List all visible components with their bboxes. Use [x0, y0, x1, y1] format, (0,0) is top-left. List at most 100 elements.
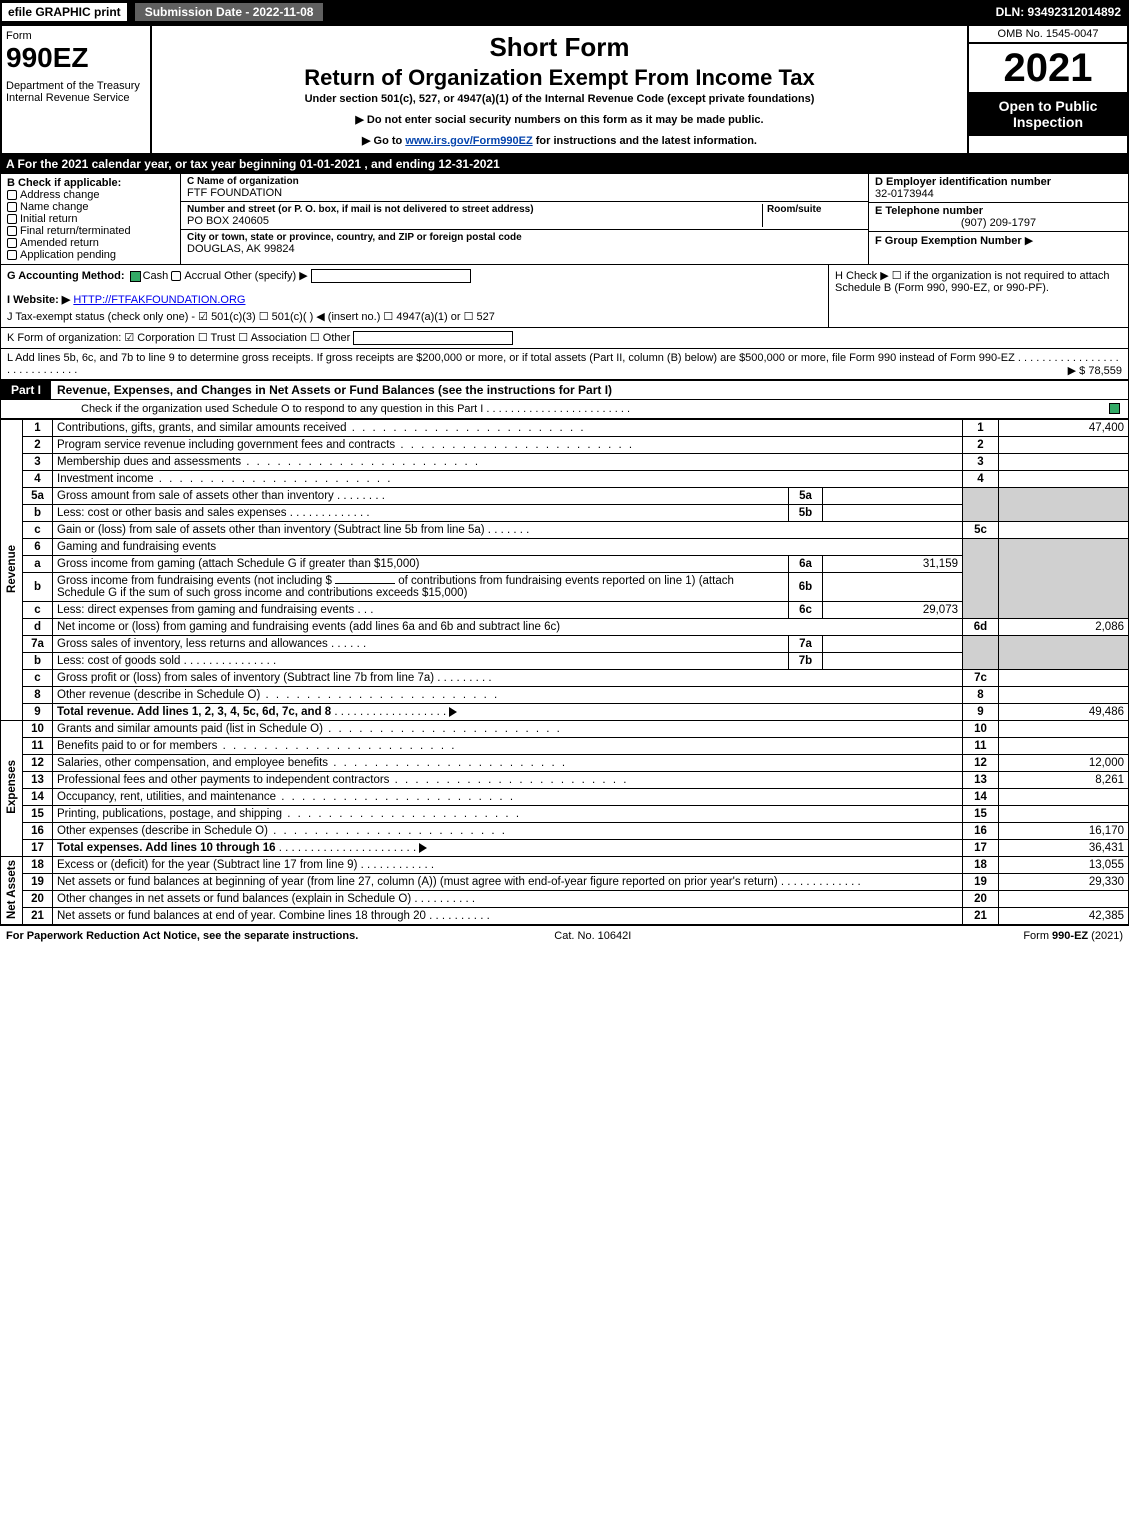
- n13: 13: [23, 772, 53, 789]
- t21: Net assets or fund balances at end of ye…: [53, 908, 963, 925]
- other-input[interactable]: [311, 269, 471, 283]
- t7a: Gross sales of inventory, less returns a…: [53, 636, 789, 653]
- gh-section: G Accounting Method: Cash Accrual Other …: [0, 265, 1129, 328]
- arrow-icon: [449, 707, 457, 717]
- k-other-input[interactable]: [353, 331, 513, 345]
- iv5a: [823, 488, 963, 505]
- d-lbl: D Employer identification number: [875, 176, 1122, 188]
- chk-final[interactable]: [7, 226, 17, 236]
- org-city: DOUGLAS, AK 99824: [187, 243, 862, 255]
- chk-amended[interactable]: [7, 238, 17, 248]
- chk-cash[interactable]: [130, 271, 141, 282]
- form-header: Form 990EZ Department of the Treasury In…: [0, 24, 1129, 155]
- t2: Program service revenue including govern…: [53, 437, 963, 454]
- ib7b: 7b: [789, 653, 823, 670]
- b14: 14: [963, 789, 999, 806]
- t16: Other expenses (describe in Schedule O): [53, 823, 963, 840]
- t15: Printing, publications, postage, and shi…: [53, 806, 963, 823]
- n7c: c: [23, 670, 53, 687]
- t12: Salaries, other compensation, and employ…: [53, 755, 963, 772]
- t20: Other changes in net assets or fund bala…: [53, 891, 963, 908]
- website-link[interactable]: HTTP://FTFAKFOUNDATION.ORG: [73, 294, 245, 306]
- part1-check: Check if the organization used Schedule …: [0, 400, 1129, 419]
- opt-address: Address change: [20, 189, 100, 201]
- t13: Professional fees and other payments to …: [53, 772, 963, 789]
- n6a: a: [23, 556, 53, 573]
- a9: 49,486: [999, 704, 1129, 721]
- iv6b: [823, 573, 963, 602]
- irs-link[interactable]: www.irs.gov/Form990EZ: [405, 135, 532, 147]
- efile-print-button[interactable]: efile GRAPHIC print: [0, 1, 129, 23]
- f-arrow: ▶: [1025, 235, 1033, 247]
- opt-amended: Amended return: [20, 237, 99, 249]
- room-lbl: Room/suite: [767, 204, 862, 215]
- ib6a: 6a: [789, 556, 823, 573]
- page-footer: For Paperwork Reduction Act Notice, see …: [0, 925, 1129, 946]
- e-lbl: E Telephone number: [875, 205, 1122, 217]
- t6b: Gross income from fundraising events (no…: [53, 573, 789, 602]
- n12: 12: [23, 755, 53, 772]
- a1: 47,400: [999, 420, 1129, 437]
- l-text: L Add lines 5b, 6c, and 7b to line 9 to …: [7, 352, 1015, 364]
- opt-initial: Initial return: [20, 213, 77, 225]
- i-lbl: I Website: ▶: [7, 294, 70, 306]
- chk-address[interactable]: [7, 190, 17, 200]
- b6d: 6d: [963, 619, 999, 636]
- submission-date: Submission Date - 2022-11-08: [133, 1, 326, 23]
- shade5: [963, 488, 999, 522]
- iv6a: 31,159: [823, 556, 963, 573]
- t17: Total expenses. Add lines 10 through 16 …: [53, 840, 963, 857]
- iv5b: [823, 505, 963, 522]
- b2: 2: [963, 437, 999, 454]
- n2: 2: [23, 437, 53, 454]
- t6a: Gross income from gaming (attach Schedul…: [53, 556, 789, 573]
- t6d: Net income or (loss) from gaming and fun…: [53, 619, 963, 636]
- city-lbl: City or town, state or province, country…: [187, 232, 862, 243]
- n10: 10: [23, 721, 53, 738]
- dln: DLN: 93492312014892: [988, 3, 1129, 21]
- a10: [999, 721, 1129, 738]
- t18: Excess or (deficit) for the year (Subtra…: [53, 857, 963, 874]
- sub2: ▶ Go to www.irs.gov/Form990EZ for instru…: [158, 134, 961, 147]
- a7c: [999, 670, 1129, 687]
- a11: [999, 738, 1129, 755]
- t6: Gaming and fundraising events: [53, 539, 963, 556]
- h-box: H Check ▶ ☐ if the organization is not r…: [828, 265, 1128, 327]
- shade5a: [999, 488, 1129, 522]
- n6d: d: [23, 619, 53, 636]
- opt-final: Final return/terminated: [20, 225, 131, 237]
- line-a: A For the 2021 calendar year, or tax yea…: [0, 155, 1129, 173]
- tax-year: 2021: [969, 44, 1127, 92]
- return-title: Return of Organization Exempt From Incom…: [158, 65, 961, 91]
- chk-name[interactable]: [7, 202, 17, 212]
- b11: 11: [963, 738, 999, 755]
- header-left: Form 990EZ Department of the Treasury In…: [2, 26, 152, 153]
- n9: 9: [23, 704, 53, 721]
- n19: 19: [23, 874, 53, 891]
- chk-accrual[interactable]: [171, 271, 181, 281]
- footer-left: For Paperwork Reduction Act Notice, see …: [6, 930, 358, 942]
- ib6b: 6b: [789, 573, 823, 602]
- t14: Occupancy, rent, utilities, and maintena…: [53, 789, 963, 806]
- header-right: OMB No. 1545-0047 2021 Open to Public In…: [967, 26, 1127, 153]
- chk-initial[interactable]: [7, 214, 17, 224]
- chk-pending[interactable]: [7, 250, 17, 260]
- a20: [999, 891, 1129, 908]
- n7a: 7a: [23, 636, 53, 653]
- org-name: FTF FOUNDATION: [187, 187, 862, 199]
- part1-desc: Revenue, Expenses, and Changes in Net As…: [51, 381, 618, 399]
- side-expenses: Expenses: [1, 721, 23, 857]
- t4: Investment income: [53, 471, 963, 488]
- t19: Net assets or fund balances at beginning…: [53, 874, 963, 891]
- a5c: [999, 522, 1129, 539]
- a18: 13,055: [999, 857, 1129, 874]
- g-accrual: Accrual: [184, 270, 221, 282]
- n21: 21: [23, 908, 53, 925]
- part1-label: Part I: [1, 381, 51, 399]
- t11: Benefits paid to or for members: [53, 738, 963, 755]
- t7c: Gross profit or (loss) from sales of inv…: [53, 670, 963, 687]
- part1-checkbox[interactable]: [1109, 403, 1120, 414]
- b1: 1: [963, 420, 999, 437]
- side-netassets: Net Assets: [1, 857, 23, 925]
- sub2-post: for instructions and the latest informat…: [533, 135, 757, 147]
